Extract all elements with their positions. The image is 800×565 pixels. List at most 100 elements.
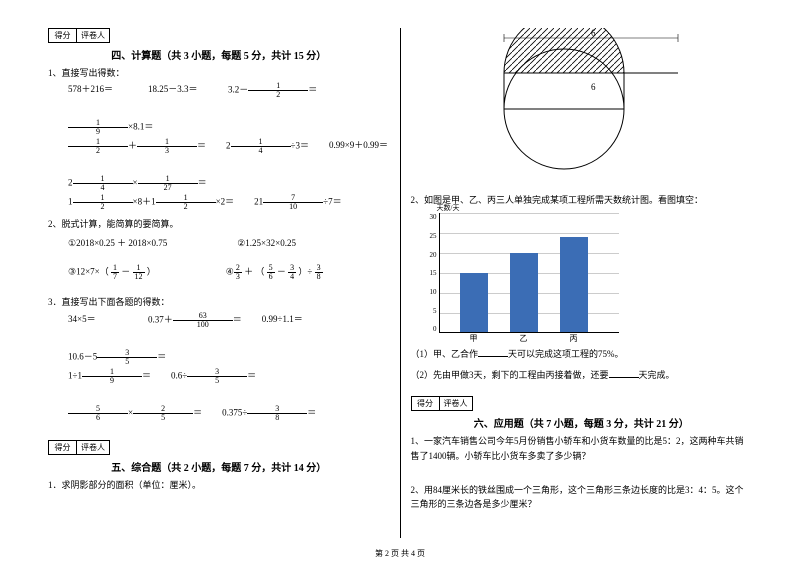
fraction: 38 <box>247 405 307 422</box>
calc-row: 12＋13＝ 214÷3＝ 0.99×9＋0.99＝ 214×127＝ <box>68 138 390 192</box>
section-5-title: 五、综合题（共 2 小题，每题 7 分，共计 14 分） <box>48 459 390 474</box>
q5-1: 1．求阴影部分的面积（单位：厘米）。 <box>48 478 390 492</box>
t: ×8.1＝ <box>128 122 153 132</box>
fraction: 34 <box>288 264 296 281</box>
ytick: 0 <box>421 325 437 333</box>
expr: 578＋216＝ <box>68 82 128 99</box>
fraction: 56 <box>68 405 128 422</box>
fraction: 56 <box>267 264 275 281</box>
q5-2: 2、如图是甲、乙、丙三人单独完成某项工程所需天数统计图。看图填空： <box>411 193 753 207</box>
text: 天可以完成这项工程的75%。 <box>508 349 624 359</box>
blank <box>478 347 508 357</box>
expr: 214÷3＝ <box>226 138 309 155</box>
q5-2-sub1: （1）甲、乙合作 天可以完成这项工程的75%。 <box>411 347 753 361</box>
inner-label: 6 <box>591 82 596 92</box>
expr: 34×5＝ <box>68 312 128 329</box>
text: （1）甲、乙合作 <box>411 349 479 359</box>
y-axis-title: 天数/天 <box>437 203 460 213</box>
circle-diagram: 6 6 <box>476 28 686 183</box>
fraction: 12 <box>248 82 308 99</box>
fraction: 12 <box>73 194 133 211</box>
q6-1: 1、一家汽车销售公司今年5月份销售小轿车和小货车数量的比是5：2，这两种车共销售… <box>411 434 753 463</box>
score-box: 得分 评卷人 <box>411 396 473 411</box>
expr: 0.375÷38＝ <box>222 405 316 422</box>
q6-2: 2、用84厘米长的铁丝围成一个三角形，这个三角形三条边长度的比是3：4：5。这个… <box>411 483 753 512</box>
fraction: 12 <box>68 138 128 155</box>
q4-1: 1、直接写出得数： 578＋216＝ 18.25－3.3＝ 3.2－12＝ 19… <box>48 66 390 211</box>
expr: ①2018×0.25 ＋ 2018×0.75 <box>68 236 167 250</box>
grader-cell: 评卷人 <box>77 29 109 42</box>
expr: 0.37＋63100＝ <box>148 312 242 329</box>
expr: 21710÷7＝ <box>254 194 354 211</box>
page-footer: 第 2 页 共 4 页 <box>0 548 800 559</box>
ytick: 20 <box>421 251 437 259</box>
text: 天完成。 <box>639 370 675 380</box>
sub-row: ③12×7×（ 17 － 112 ） ④23 ＋ （ 56 － 34 ）÷ 38 <box>68 264 390 281</box>
bar-chart: 天数/天 30 25 20 15 10 5 0 甲 <box>439 213 619 333</box>
fraction: 14 <box>231 138 291 155</box>
y-axis: 30 25 20 15 10 5 0 <box>421 213 437 333</box>
gridline <box>440 233 619 234</box>
fraction: 19 <box>68 119 128 136</box>
sub-row: ①2018×0.25 ＋ 2018×0.75 ②1.25×32×0.25 <box>68 236 390 250</box>
expr: ②1.25×32×0.25 <box>237 236 296 250</box>
q4-2: 2、脱式计算，能简算的要简算。 ①2018×0.25 ＋ 2018×0.75 ②… <box>48 217 390 281</box>
blank <box>609 368 639 378</box>
fraction: 12 <box>156 194 216 211</box>
grader-cell: 评卷人 <box>77 441 109 454</box>
column-divider <box>400 28 401 538</box>
expr: ③12×7×（ 17 － 112 ） <box>68 264 156 281</box>
fraction: 14 <box>73 175 133 192</box>
score-box: 得分 评卷人 <box>48 440 110 455</box>
ytick: 30 <box>421 213 437 221</box>
q4-1-label: 1、直接写出得数： <box>48 66 390 80</box>
fraction: 13 <box>137 138 197 155</box>
bar-jia <box>460 273 488 333</box>
expr: 3.2－12＝ <box>228 82 317 99</box>
score-cell: 得分 <box>412 397 440 410</box>
xlabel: 甲 <box>460 333 488 344</box>
diagram-svg: 6 6 <box>476 28 686 183</box>
expr: 19×8.1＝ <box>68 119 153 136</box>
expr: 112×8＋112×2＝ <box>68 194 234 211</box>
ytick: 10 <box>421 288 437 296</box>
fraction: 38 <box>315 264 323 281</box>
expr: 214×127＝ <box>68 175 207 192</box>
fraction: 710 <box>263 194 323 211</box>
ytick: 15 <box>421 269 437 277</box>
gridline <box>440 213 619 214</box>
text: （2）先由甲做3天，剩下的工程由丙接着做，还要 <box>411 370 609 380</box>
right-column: 6 6 2、如图是甲、乙、丙三人单独完成某项工程所需天数统计图。看图填空： 天数… <box>403 28 761 538</box>
fraction: 35 <box>187 368 247 385</box>
expr: 18.25－3.3＝ <box>148 82 208 99</box>
fraction: 17 <box>111 264 119 281</box>
page-container: 得分 评卷人 四、计算题（共 3 小题，每题 5 分，共计 15 分） 1、直接… <box>40 28 760 538</box>
t: 3.2－ <box>228 85 248 95</box>
score-cell: 得分 <box>49 441 77 454</box>
expr: 10.6－535＝ <box>68 349 166 366</box>
section-4-title: 四、计算题（共 3 小题，每题 5 分，共计 15 分） <box>48 47 390 62</box>
fraction: 63100 <box>173 312 233 329</box>
calc-row: 1÷119＝ 0.6÷35＝ 56×25＝ 0.375÷38＝ <box>68 368 390 422</box>
expr: 12＋13＝ <box>68 138 206 155</box>
expr: 56×25＝ <box>68 405 202 422</box>
xlabel: 丙 <box>560 333 588 344</box>
calc-row: 112×8＋112×2＝ 21710÷7＝ <box>68 194 390 211</box>
bar-bing <box>560 237 588 332</box>
expr: 0.99÷1.1＝ <box>262 312 322 329</box>
calc-row: 578＋216＝ 18.25－3.3＝ 3.2－12＝ 19×8.1＝ <box>68 82 390 136</box>
xlabel: 乙 <box>510 333 538 344</box>
q4-3: 3．直接写出下面各题的得数： 34×5＝ 0.37＋63100＝ 0.99÷1.… <box>48 295 390 421</box>
fraction: 19 <box>82 368 142 385</box>
ytick: 5 <box>421 307 437 315</box>
left-column: 得分 评卷人 四、计算题（共 3 小题，每题 5 分，共计 15 分） 1、直接… <box>40 28 398 538</box>
section-6-title: 六、应用题（共 7 小题，每题 3 分，共计 21 分） <box>411 415 753 430</box>
q4-2-label: 2、脱式计算，能简算的要简算。 <box>48 217 390 231</box>
q4-3-label: 3．直接写出下面各题的得数： <box>48 295 390 309</box>
expr: 1÷119＝ <box>68 368 151 385</box>
calc-row: 34×5＝ 0.37＋63100＝ 0.99÷1.1＝ 10.6－535＝ <box>68 312 390 366</box>
score-cell: 得分 <box>49 29 77 42</box>
fraction: 112 <box>133 264 145 281</box>
top-label: 6 <box>591 28 596 38</box>
score-box: 得分 评卷人 <box>48 28 110 43</box>
